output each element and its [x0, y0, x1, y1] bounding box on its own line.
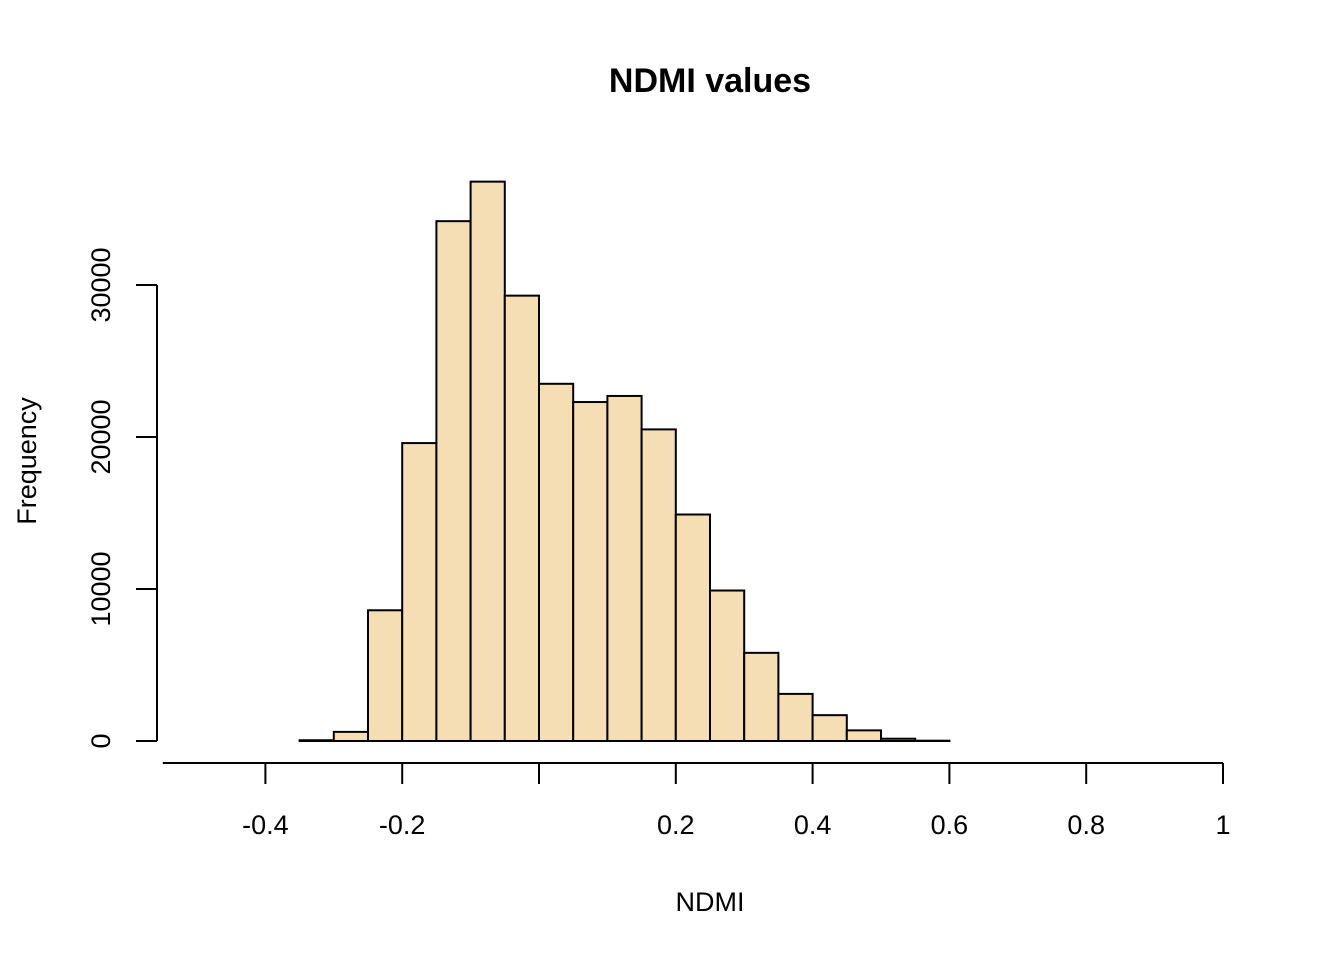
x-tick-label: -0.2	[379, 810, 426, 840]
y-tick-label: 30000	[86, 247, 116, 322]
y-axis-label: Frequency	[12, 397, 42, 525]
histogram-bar	[811, 714, 848, 742]
histogram-bar	[709, 589, 746, 743]
histogram-bar	[572, 401, 609, 742]
histogram-bar	[435, 220, 472, 743]
histogram-bar	[538, 382, 575, 742]
histogram-bar	[743, 651, 780, 743]
x-tick-label: 0.6	[931, 810, 969, 840]
x-axis: -0.4 -0.2 0.2 0.4 0.6 0.8 1	[162, 762, 1231, 840]
histogram-bar	[332, 730, 369, 743]
x-tick-label: 1	[1215, 810, 1230, 840]
x-tick-label: 0.4	[794, 810, 832, 840]
y-axis: 0 10000 20000 30000	[86, 247, 158, 749]
y-tick-label: 20000	[86, 399, 116, 474]
bars-group	[298, 180, 951, 743]
y-tick-label: 10000	[86, 551, 116, 626]
histogram-bar	[469, 180, 506, 742]
histogram-bar	[606, 394, 643, 742]
histogram-bar	[640, 428, 677, 742]
histogram-bar	[298, 739, 335, 742]
histogram-bar	[367, 609, 404, 743]
histogram-bar	[674, 513, 711, 743]
histogram-bar	[845, 729, 882, 742]
x-tick-label: 0.8	[1067, 810, 1105, 840]
histogram-bar	[880, 737, 917, 742]
histogram-bar	[401, 442, 438, 742]
histogram-bar	[503, 294, 540, 742]
y-tick-label: 0	[86, 733, 116, 748]
x-axis-label: NDMI	[676, 887, 745, 917]
chart-title: NDMI values	[609, 62, 811, 100]
x-tick-label: -0.4	[242, 810, 289, 840]
histogram-bar	[777, 692, 814, 743]
x-tick-label: 0.2	[657, 810, 695, 840]
